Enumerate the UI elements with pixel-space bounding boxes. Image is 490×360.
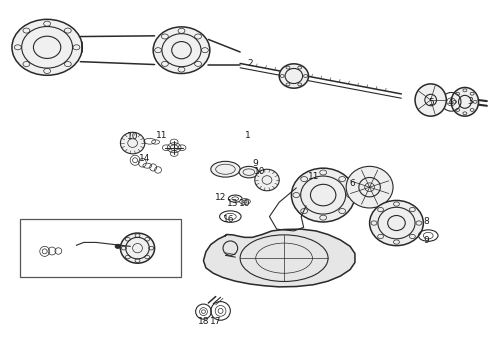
Polygon shape	[203, 229, 355, 287]
Bar	[20, 220, 181, 277]
Ellipse shape	[369, 201, 423, 246]
Text: 12: 12	[215, 193, 226, 202]
Ellipse shape	[346, 166, 393, 208]
Text: 9: 9	[423, 237, 429, 246]
Text: 13: 13	[227, 199, 239, 208]
Ellipse shape	[211, 161, 240, 177]
Circle shape	[115, 244, 121, 248]
Text: 5: 5	[428, 98, 434, 107]
Text: 1: 1	[245, 131, 250, 140]
Text: 11: 11	[156, 131, 168, 140]
Ellipse shape	[279, 64, 309, 88]
Text: 17: 17	[210, 317, 221, 326]
Text: 14: 14	[139, 154, 150, 163]
Text: 10: 10	[127, 132, 138, 141]
Ellipse shape	[415, 84, 446, 116]
Text: 10: 10	[254, 167, 266, 176]
Ellipse shape	[12, 19, 82, 75]
Ellipse shape	[121, 132, 145, 154]
Ellipse shape	[451, 87, 479, 116]
Text: 8: 8	[423, 217, 429, 226]
Ellipse shape	[292, 168, 355, 222]
Text: 18: 18	[198, 317, 209, 326]
Text: 9: 9	[252, 159, 258, 168]
Ellipse shape	[239, 166, 259, 178]
Text: 2: 2	[247, 59, 253, 68]
Text: 16: 16	[223, 215, 235, 224]
Ellipse shape	[121, 233, 155, 263]
Text: 11: 11	[308, 172, 319, 181]
Text: 10: 10	[239, 199, 251, 208]
Ellipse shape	[153, 27, 210, 73]
Text: 3: 3	[467, 96, 473, 105]
Text: 6: 6	[350, 179, 355, 188]
Text: 15: 15	[80, 244, 92, 253]
Text: 4: 4	[447, 98, 453, 107]
Ellipse shape	[240, 199, 250, 204]
Ellipse shape	[255, 169, 279, 191]
